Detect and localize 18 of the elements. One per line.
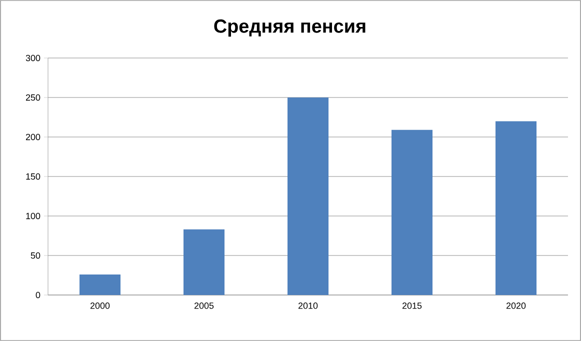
bar bbox=[392, 130, 433, 295]
x-tick-label: 2010 bbox=[298, 302, 318, 309]
x-tick-label: 2015 bbox=[402, 302, 422, 309]
bar bbox=[496, 121, 537, 295]
y-tick-label: 250 bbox=[26, 94, 40, 101]
y-tick-label: 200 bbox=[26, 134, 40, 140]
x-tick-label: 2020 bbox=[506, 302, 526, 309]
y-tick-label: 300 bbox=[26, 54, 40, 62]
bar bbox=[80, 274, 121, 295]
y-tick-label: 50 bbox=[30, 252, 40, 259]
bar bbox=[184, 229, 225, 295]
y-tick-label: 100 bbox=[26, 212, 40, 220]
y-tick-label: 0 bbox=[36, 292, 40, 298]
x-tick-label: 2005 bbox=[194, 302, 214, 309]
y-tick-label: 150 bbox=[26, 173, 40, 180]
bar bbox=[288, 98, 329, 295]
x-tick-label: 2000 bbox=[90, 302, 110, 309]
chart-title: Средняя пенсия bbox=[214, 19, 366, 37]
